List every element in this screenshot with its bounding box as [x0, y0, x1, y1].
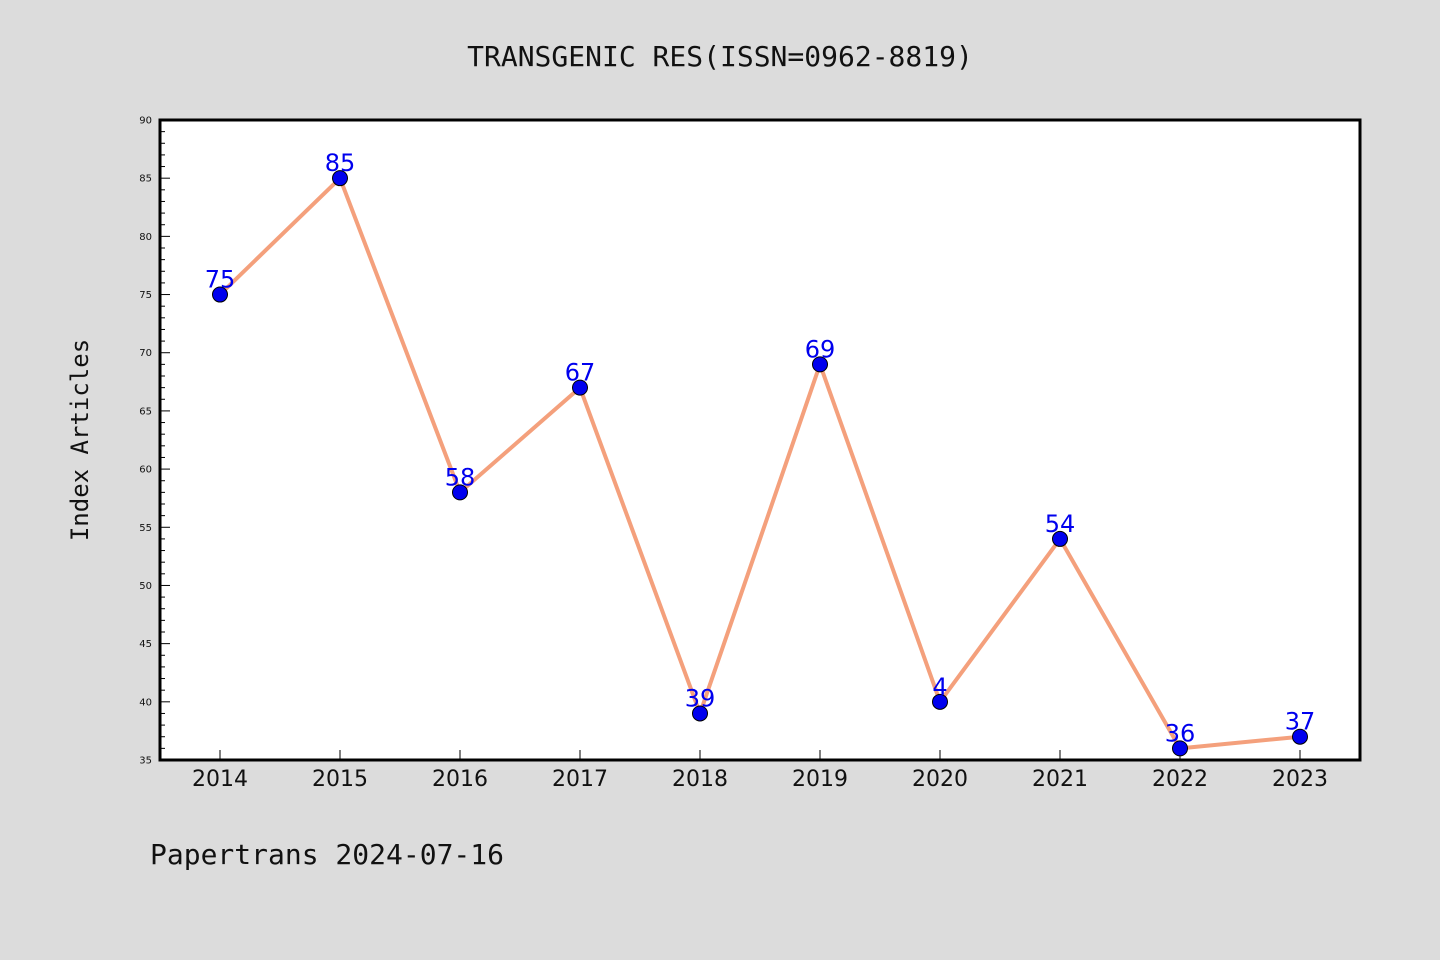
data-point-group: [212, 170, 1308, 757]
x-tick-label: 2022: [1152, 767, 1208, 792]
x-tick-label: 2019: [792, 767, 848, 792]
y-axis: 35 40 45 50 55 60 65 70 75 80 85 90: [139, 116, 170, 767]
data-point: [1292, 728, 1308, 745]
y-tick-label: 50: [139, 581, 152, 592]
y-axis-label: Index Articles: [66, 339, 94, 541]
y-tick-label: 40: [139, 697, 152, 708]
data-label: 36: [1165, 719, 1196, 747]
footer-credit: Papertrans 2024-07-16: [150, 838, 504, 871]
y-tick-label: 90: [139, 116, 152, 127]
data-label: 54: [1045, 510, 1076, 538]
y-tick-label: 75: [139, 290, 152, 301]
data-label: 4: [932, 673, 947, 701]
data-point: [1172, 740, 1188, 757]
plot-area: [158, 118, 1362, 762]
series-line-group: [218, 176, 1301, 751]
y-tick-label: 70: [139, 348, 152, 359]
y-tick-label: 80: [139, 232, 152, 243]
data-point: [332, 170, 348, 187]
x-tick-label: 2023: [1272, 767, 1328, 792]
data-point: [212, 286, 228, 303]
data-point: [572, 379, 588, 396]
y-tick-label: 60: [139, 465, 152, 476]
y-tick-label: 45: [139, 639, 152, 650]
x-tick-label: 2017: [552, 767, 608, 792]
data-point: [932, 693, 948, 710]
x-tick-label: 2018: [672, 767, 728, 792]
series-line: [218, 176, 1301, 751]
data-label: 39: [685, 684, 716, 712]
data-label: 67: [565, 359, 596, 387]
data-point: [812, 356, 828, 373]
chart-title: TRANSGENIC RES(ISSN=0962-8819): [467, 40, 973, 73]
data-label-group: 75 85 58 67 39 69 4 54 36 37: [205, 149, 1316, 747]
data-point: [692, 705, 708, 722]
data-label: 85: [325, 149, 356, 177]
x-tick-label: 2020: [912, 767, 968, 792]
x-tick-label: 2016: [432, 767, 488, 792]
y-tick-label: 55: [139, 523, 152, 534]
data-label: 75: [205, 266, 236, 294]
x-tick-label: 2014: [192, 767, 248, 792]
data-label: 37: [1285, 708, 1316, 736]
y-tick-label: 65: [139, 406, 152, 417]
data-label: 69: [805, 335, 836, 363]
data-point: [452, 484, 468, 501]
x-tick-label: 2015: [312, 767, 368, 792]
data-label: 58: [445, 463, 476, 491]
x-tick-label: 2021: [1032, 767, 1088, 792]
y-tick-label: 35: [139, 756, 152, 767]
data-point: [1052, 530, 1068, 547]
y-tick-label: 85: [139, 174, 152, 185]
x-axis: 2014 2015 2016 2017 2018 2019 2020 2021 2022 2023: [192, 750, 1328, 792]
